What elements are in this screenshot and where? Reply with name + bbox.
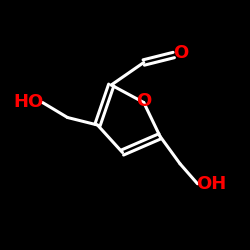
- Text: O: O: [174, 44, 189, 62]
- Text: OH: OH: [196, 175, 226, 193]
- Text: O: O: [136, 92, 152, 110]
- Text: HO: HO: [14, 94, 44, 112]
